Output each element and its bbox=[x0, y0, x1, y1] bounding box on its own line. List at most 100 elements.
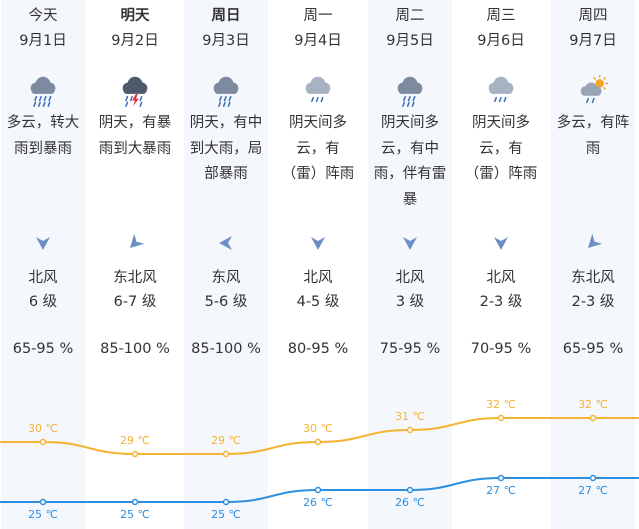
shower-icon bbox=[488, 76, 514, 103]
high-temp-point bbox=[497, 414, 505, 422]
weather-description-line: 暴 bbox=[402, 191, 418, 208]
weather-icon-wrap bbox=[276, 74, 360, 108]
wind-direction-north-icon bbox=[494, 237, 508, 250]
heavy-rain-icon bbox=[30, 76, 56, 107]
shower-icon bbox=[305, 76, 331, 103]
day-date: 9月5日 bbox=[386, 33, 434, 49]
weather-description-line: 雨，伴有雷 bbox=[373, 166, 447, 182]
weather-description: 阴天间多 云，有 （雷）阵雨 bbox=[278, 111, 358, 188]
low-temp-label: 25 ℃ bbox=[211, 508, 241, 521]
moderate-rain-icon bbox=[397, 76, 423, 107]
day-date: 9月2日 bbox=[111, 33, 159, 49]
weather-description-line: 云，有 bbox=[479, 140, 523, 157]
wind-icon-wrap bbox=[93, 232, 177, 254]
weather-icon-wrap bbox=[368, 74, 452, 108]
wind-direction-north-icon bbox=[311, 237, 325, 250]
day-date: 9月6日 bbox=[477, 33, 525, 49]
humidity: 75-95 % bbox=[379, 341, 441, 357]
weather-description-line: 阴天，有暴 bbox=[98, 115, 172, 131]
wind-direction: 北风 bbox=[28, 270, 58, 286]
wind-level: 6 级 bbox=[28, 294, 58, 310]
day-column: 周二 9月5日 阴天间多 云，有中 雨，伴有雷暴北风 3 级 75-95 % bbox=[368, 0, 452, 529]
wind-icon-wrap bbox=[368, 232, 452, 254]
high-temp-label: 29 ℃ bbox=[120, 434, 150, 447]
high-temp-label: 29 ℃ bbox=[211, 434, 241, 447]
low-temp-label: 25 ℃ bbox=[120, 508, 150, 521]
partly-cloudy-shower-icon bbox=[580, 74, 609, 104]
weather-description: 阴天，有中 到大雨，局 部暴雨 bbox=[186, 111, 266, 188]
wind-icon-wrap bbox=[551, 232, 635, 254]
low-temp-label: 26 ℃ bbox=[303, 496, 333, 509]
wind-direction: 北风 bbox=[486, 270, 516, 286]
weather-description-line: 阴天间多 bbox=[472, 115, 530, 131]
weather-description: 多云，转大 雨到暴雨 bbox=[3, 111, 83, 162]
day-name: 周四 bbox=[578, 8, 608, 24]
weather-icon-wrap bbox=[1, 74, 85, 108]
day-date: 9月4日 bbox=[294, 33, 342, 49]
day-name: 周二 bbox=[395, 8, 425, 24]
wind-direction-east-icon bbox=[219, 236, 232, 250]
weather-description-line: 多云，转大 bbox=[6, 115, 80, 131]
wind-direction: 东北风 bbox=[113, 270, 157, 286]
low-temp-label: 25 ℃ bbox=[28, 508, 58, 521]
high-temp-label: 30 ℃ bbox=[303, 422, 333, 435]
day-date: 9月1日 bbox=[19, 33, 67, 49]
high-temp-label: 30 ℃ bbox=[28, 422, 58, 435]
high-temp-point bbox=[406, 426, 414, 434]
day-name: 周三 bbox=[486, 8, 516, 24]
day-column: 明天 9月2日 阴天，有暴 雨到大暴雨 东北风 6-7 级 85-100 % bbox=[93, 0, 177, 529]
wind-icon-wrap bbox=[1, 232, 85, 254]
wind-level: 2-3 级 bbox=[571, 294, 615, 310]
weather-description-line: 到大雨，局 bbox=[189, 140, 263, 157]
wind-level: 4-5 级 bbox=[296, 294, 340, 310]
humidity: 65-95 % bbox=[12, 341, 74, 357]
weather-description-line: 雨 bbox=[585, 140, 601, 157]
weather-description-line: 阴天间多 bbox=[381, 115, 439, 131]
wind-icon-wrap bbox=[459, 232, 543, 254]
wind-level: 6-7 级 bbox=[113, 294, 157, 310]
humidity: 65-95 % bbox=[562, 341, 624, 357]
day-column: 周日 9月3日 阴天，有中 到大雨，局 部暴雨 东风 5-6 级 85-100 % bbox=[184, 0, 268, 529]
wind-direction-northeast-icon bbox=[130, 233, 145, 248]
thunderstorm-icon bbox=[122, 76, 148, 107]
wind-direction: 东北风 bbox=[571, 270, 615, 286]
low-temp-label: 26 ℃ bbox=[395, 496, 425, 509]
day-column: 周一 9月4日 阴天间多 云，有 （雷）阵雨 北风 4-5 级 80-95 % bbox=[276, 0, 360, 529]
wind-direction-north-icon bbox=[36, 237, 50, 250]
high-temp-point bbox=[589, 414, 597, 422]
day-name: 明天 bbox=[120, 8, 150, 24]
day-date: 9月7日 bbox=[569, 33, 617, 49]
low-temp-point bbox=[406, 486, 414, 494]
wind-direction: 北风 bbox=[303, 270, 333, 286]
low-temp-point bbox=[39, 498, 47, 506]
weather-description-line: （雷）阵雨 bbox=[464, 166, 538, 182]
wind-level: 5-6 级 bbox=[204, 294, 248, 310]
high-temp-point bbox=[222, 450, 230, 458]
weather-description: 阴天间多云，有 （雷）阵雨 bbox=[461, 111, 541, 188]
weather-description-line: 阴天间多 bbox=[289, 115, 347, 131]
day-name: 周日 bbox=[211, 8, 241, 24]
humidity: 85-100 % bbox=[191, 341, 261, 357]
day-column: 周三 9月6日 阴天间多 云，有 （雷）阵雨 北风 2-3 级 70-95 % bbox=[459, 0, 543, 529]
weather-description: 阴天间多 云，有中 雨，伴有雷暴 bbox=[370, 111, 450, 213]
low-temp-point bbox=[222, 498, 230, 506]
low-temp-point bbox=[589, 474, 597, 482]
low-temp-point bbox=[314, 486, 322, 494]
high-temp-point bbox=[131, 450, 139, 458]
weather-icon-wrap bbox=[459, 74, 543, 108]
day-name: 周一 bbox=[303, 8, 333, 24]
high-temp-point bbox=[39, 438, 47, 446]
high-temp-label: 32 ℃ bbox=[578, 398, 608, 411]
wind-direction: 北风 bbox=[395, 270, 425, 286]
weather-description-line: 部暴雨 bbox=[204, 166, 248, 182]
wind-level: 2-3 级 bbox=[479, 294, 523, 310]
low-temp-point bbox=[131, 498, 139, 506]
weather-icon-wrap bbox=[551, 74, 635, 108]
wind-direction-north-icon bbox=[403, 237, 417, 250]
wind-direction-northeast-icon bbox=[588, 233, 603, 248]
day-date: 9月3日 bbox=[202, 33, 250, 49]
weather-description: 多云，有阵雨 bbox=[553, 111, 633, 162]
low-temp-label: 27 ℃ bbox=[486, 484, 516, 497]
weather-icon-wrap bbox=[93, 74, 177, 108]
